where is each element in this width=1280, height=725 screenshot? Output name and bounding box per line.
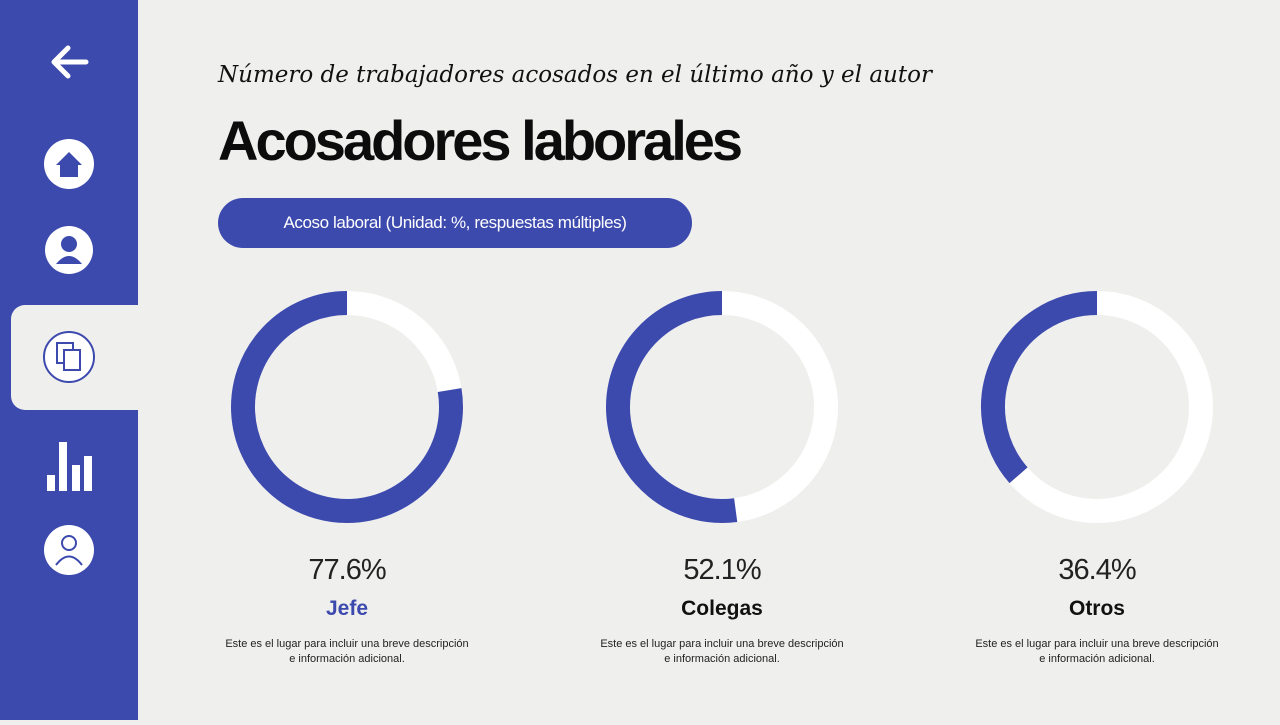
subtitle: Número de trabajadores acosados en el úl…	[218, 62, 932, 88]
category-label: Colegas	[681, 597, 763, 620]
description: Este es el lugar para incluir una breve …	[600, 638, 843, 665]
description-line: Este es el lugar para incluir una breve …	[600, 638, 843, 650]
description-line: e información adicional.	[1039, 653, 1155, 665]
category-label: Jefe	[326, 597, 368, 620]
donut-arc	[606, 291, 738, 523]
value-label: 77.6%	[308, 554, 385, 586]
health-icon[interactable]	[44, 525, 94, 575]
donut-arc	[981, 291, 1098, 484]
description-line: e información adicional.	[289, 653, 405, 665]
sidebar-icons	[11, 45, 151, 575]
category-label: Otros	[1069, 597, 1125, 620]
description: Este es el lugar para incluir una breve …	[975, 638, 1218, 665]
back-icon[interactable]	[51, 45, 89, 79]
value-label: 52.1%	[683, 554, 760, 586]
title: Acosadores laborales	[218, 109, 743, 172]
description-line: Este es el lugar para incluir una breve …	[225, 638, 468, 650]
sidebar	[0, 0, 151, 720]
user-icon[interactable]	[45, 226, 93, 274]
docs-icon	[43, 331, 95, 383]
home-icon[interactable]	[44, 139, 94, 189]
value-label: 36.4%	[1058, 554, 1135, 586]
donut-arc	[231, 291, 463, 523]
chart-icon[interactable]	[47, 442, 92, 491]
description-line: Este es el lugar para incluir una breve …	[975, 638, 1218, 650]
description: Este es el lugar para incluir una breve …	[225, 638, 468, 665]
badge: Acoso laboral (Unidad: %, respuestas múl…	[218, 198, 692, 248]
description-line: e información adicional.	[664, 653, 780, 665]
